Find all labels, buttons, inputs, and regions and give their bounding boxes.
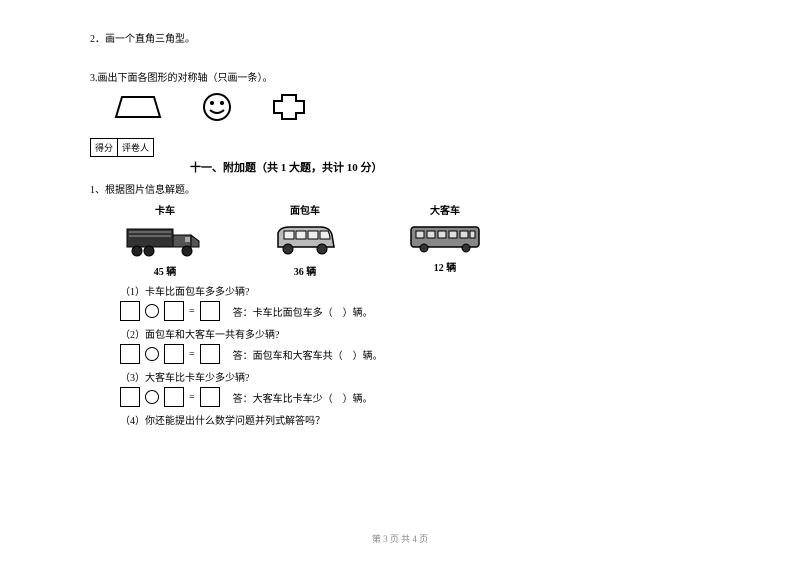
bus-label: 大客车 [400,202,490,217]
score-label: 得分 [91,139,118,156]
truck-count: 45 辆 [120,263,210,278]
equals-sign: = [189,306,195,317]
answer-row-2: = 答：面包车和大客车共（ ）辆。 [120,344,710,364]
operator-circle[interactable] [145,390,159,404]
problem-1-intro: 1、根据图片信息解题。 [90,181,710,196]
page-footer: 第 3 页 共 4 页 [0,532,800,545]
answer-text-2: 答：面包车和大客车共（ ）辆。 [233,347,383,362]
section-11-title: 十一、附加题（共 1 大题，共计 10 分） [190,159,383,175]
equals-sign: = [189,392,195,403]
input-box[interactable] [164,387,184,407]
vehicles-row: 卡车 45 辆 面包车 36 辆 大客车 [120,202,710,278]
van-count: 36 辆 [260,263,350,278]
sub-q4-text: 你还能提出什么数学问题并列式解答吗？ [145,416,325,427]
grader-label: 评卷人 [118,139,153,156]
input-box[interactable] [200,387,220,407]
score-box: 得分 评卷人 [90,138,154,157]
answer-text-3: 答：大客车比卡车少（ ）辆。 [233,390,373,405]
smiley-shape [202,92,232,122]
truck-label: 卡车 [120,202,210,217]
trapezoid-shape [114,94,162,120]
equals-sign: = [189,349,195,360]
sub-q3: （3）大客车比卡车少多少辆? [120,369,710,384]
sub-q4-num: （4） [120,416,145,427]
sub-q3-text: 大客车比卡车少多少辆? [145,373,249,384]
input-box[interactable] [120,387,140,407]
answer-row-1: = 答：卡车比面包车多（ ）辆。 [120,301,710,321]
question-2: 2．画一个直角三角型。 [90,30,710,45]
question-2-text: 2．画一个直角三角型。 [90,34,195,45]
input-box[interactable] [164,344,184,364]
sub-q1: （1）卡车比面包车多多少辆? [120,283,710,298]
vehicle-truck: 卡车 45 辆 [120,202,210,278]
vehicle-bus: 大客车 12 辆 [400,202,490,278]
sub-q1-text: 卡车比面包车多多少辆? [145,287,249,298]
sub-q3-num: （3） [120,373,145,384]
van-label: 面包车 [260,202,350,217]
question-3-text: 3.画出下面各图形的对称轴（只画一条）。 [90,73,273,84]
bus-icon [408,221,483,255]
operator-circle[interactable] [145,304,159,318]
input-box[interactable] [200,344,220,364]
sub-q2: （2）面包车和大客车一共有多少辆? [120,326,710,341]
sub-q2-text: 面包车和大客车一共有多少辆? [145,330,279,341]
operator-circle[interactable] [145,347,159,361]
input-box[interactable] [200,301,220,321]
score-section-row: 得分 评卷人 [90,138,710,157]
vehicle-van: 面包车 36 辆 [260,202,350,278]
question-3: 3.画出下面各图形的对称轴（只画一条）。 [90,69,710,84]
input-box[interactable] [120,344,140,364]
sub-q4: （4）你还能提出什么数学问题并列式解答吗？ [120,412,710,427]
bus-count: 12 辆 [400,259,490,274]
input-box[interactable] [120,301,140,321]
cross-shape [272,93,306,121]
input-box[interactable] [164,301,184,321]
answer-row-3: = 答：大客车比卡车少（ ）辆。 [120,387,710,407]
sub-q2-num: （2） [120,330,145,341]
shapes-row [114,92,710,122]
van-icon [270,221,340,259]
sub-q1-num: （1） [120,287,145,298]
answer-text-1: 答：卡车比面包车多（ ）辆。 [233,304,373,319]
truck-icon [125,221,205,259]
